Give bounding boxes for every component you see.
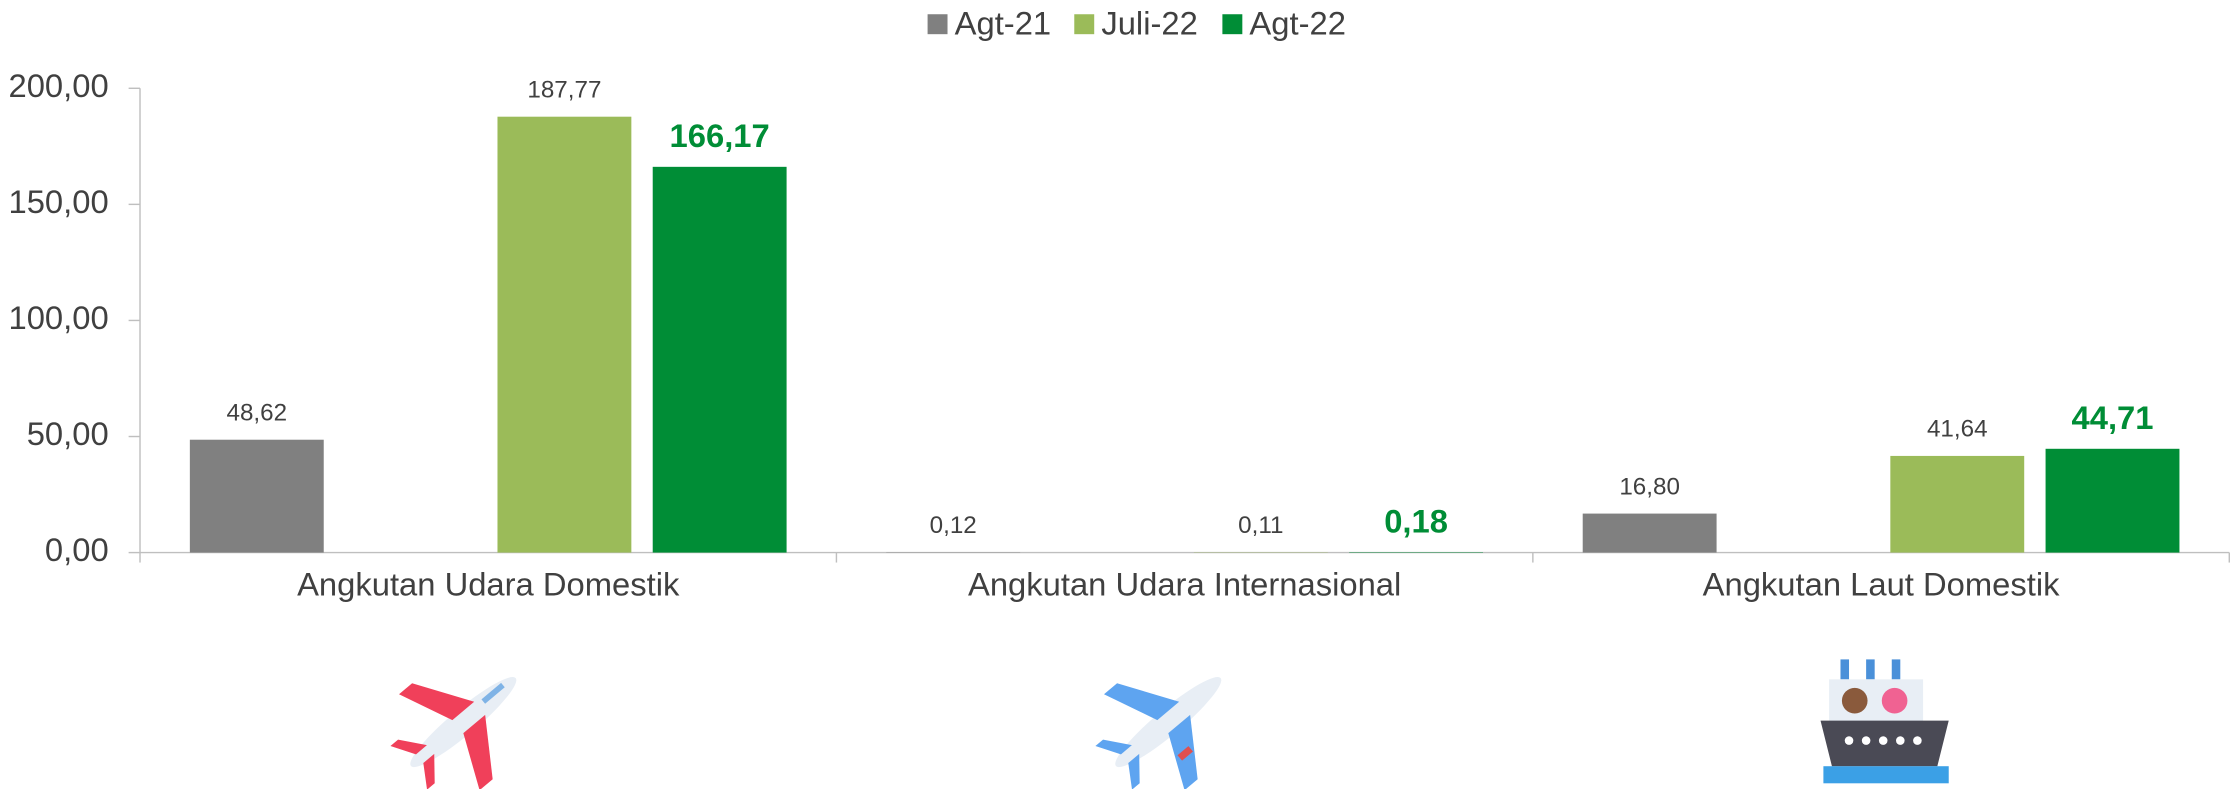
legend-label: Juli-22 (1101, 4, 1197, 41)
y-tick-label: 50,00 (27, 415, 109, 452)
data-label: 44,71 (2072, 399, 2154, 436)
legend-swatch (1074, 14, 1095, 35)
x-tick-label: Angkutan Udara Domestik (297, 565, 680, 602)
bar (652, 166, 787, 553)
data-label: 16,80 (1619, 473, 1680, 500)
data-label: 0,18 (1384, 502, 1448, 539)
bar (497, 116, 632, 553)
y-tick-label: 150,00 (9, 183, 109, 220)
bar (1890, 455, 2025, 553)
legend-label: Agt-21 (955, 4, 1052, 41)
icon-plane-international (1095, 677, 1222, 789)
icon-plane-domestic (390, 677, 517, 789)
data-label: 41,64 (1927, 416, 1988, 443)
y-tick-label: 0,00 (45, 531, 109, 568)
icon-ship (1820, 659, 1949, 784)
data-label: 0,11 (1238, 512, 1283, 539)
data-label: 0,12 (930, 512, 977, 539)
y-tick-label: 200,00 (9, 67, 109, 104)
data-label: 48,62 (227, 399, 288, 426)
bar (1582, 513, 1717, 553)
x-tick-label: Angkutan Udara Internasional (968, 565, 1401, 602)
bar (2045, 448, 2180, 553)
data-label: 166,17 (670, 117, 770, 154)
legend-swatch (927, 14, 948, 35)
legend-swatch (1222, 14, 1243, 35)
legend-label: Agt-22 (1249, 4, 1346, 41)
x-tick-label: Angkutan Laut Domestik (1703, 565, 2060, 602)
data-label: 187,77 (527, 76, 601, 103)
y-tick-label: 100,00 (9, 299, 109, 336)
bar (189, 439, 324, 553)
